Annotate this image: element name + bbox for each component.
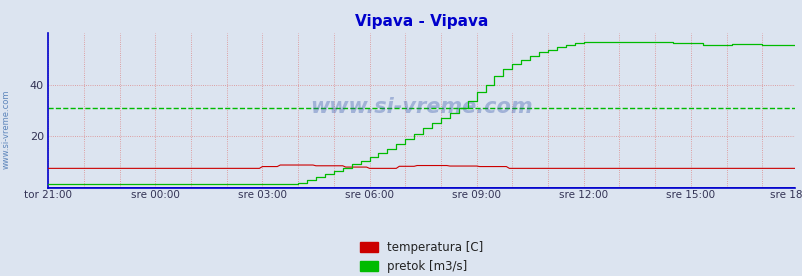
Title: Vipava - Vipava: Vipava - Vipava (354, 14, 488, 29)
Text: www.si-vreme.com: www.si-vreme.com (2, 90, 11, 169)
Legend: temperatura [C], pretok [m3/s]: temperatura [C], pretok [m3/s] (354, 236, 488, 276)
Text: www.si-vreme.com: www.si-vreme.com (310, 97, 533, 117)
